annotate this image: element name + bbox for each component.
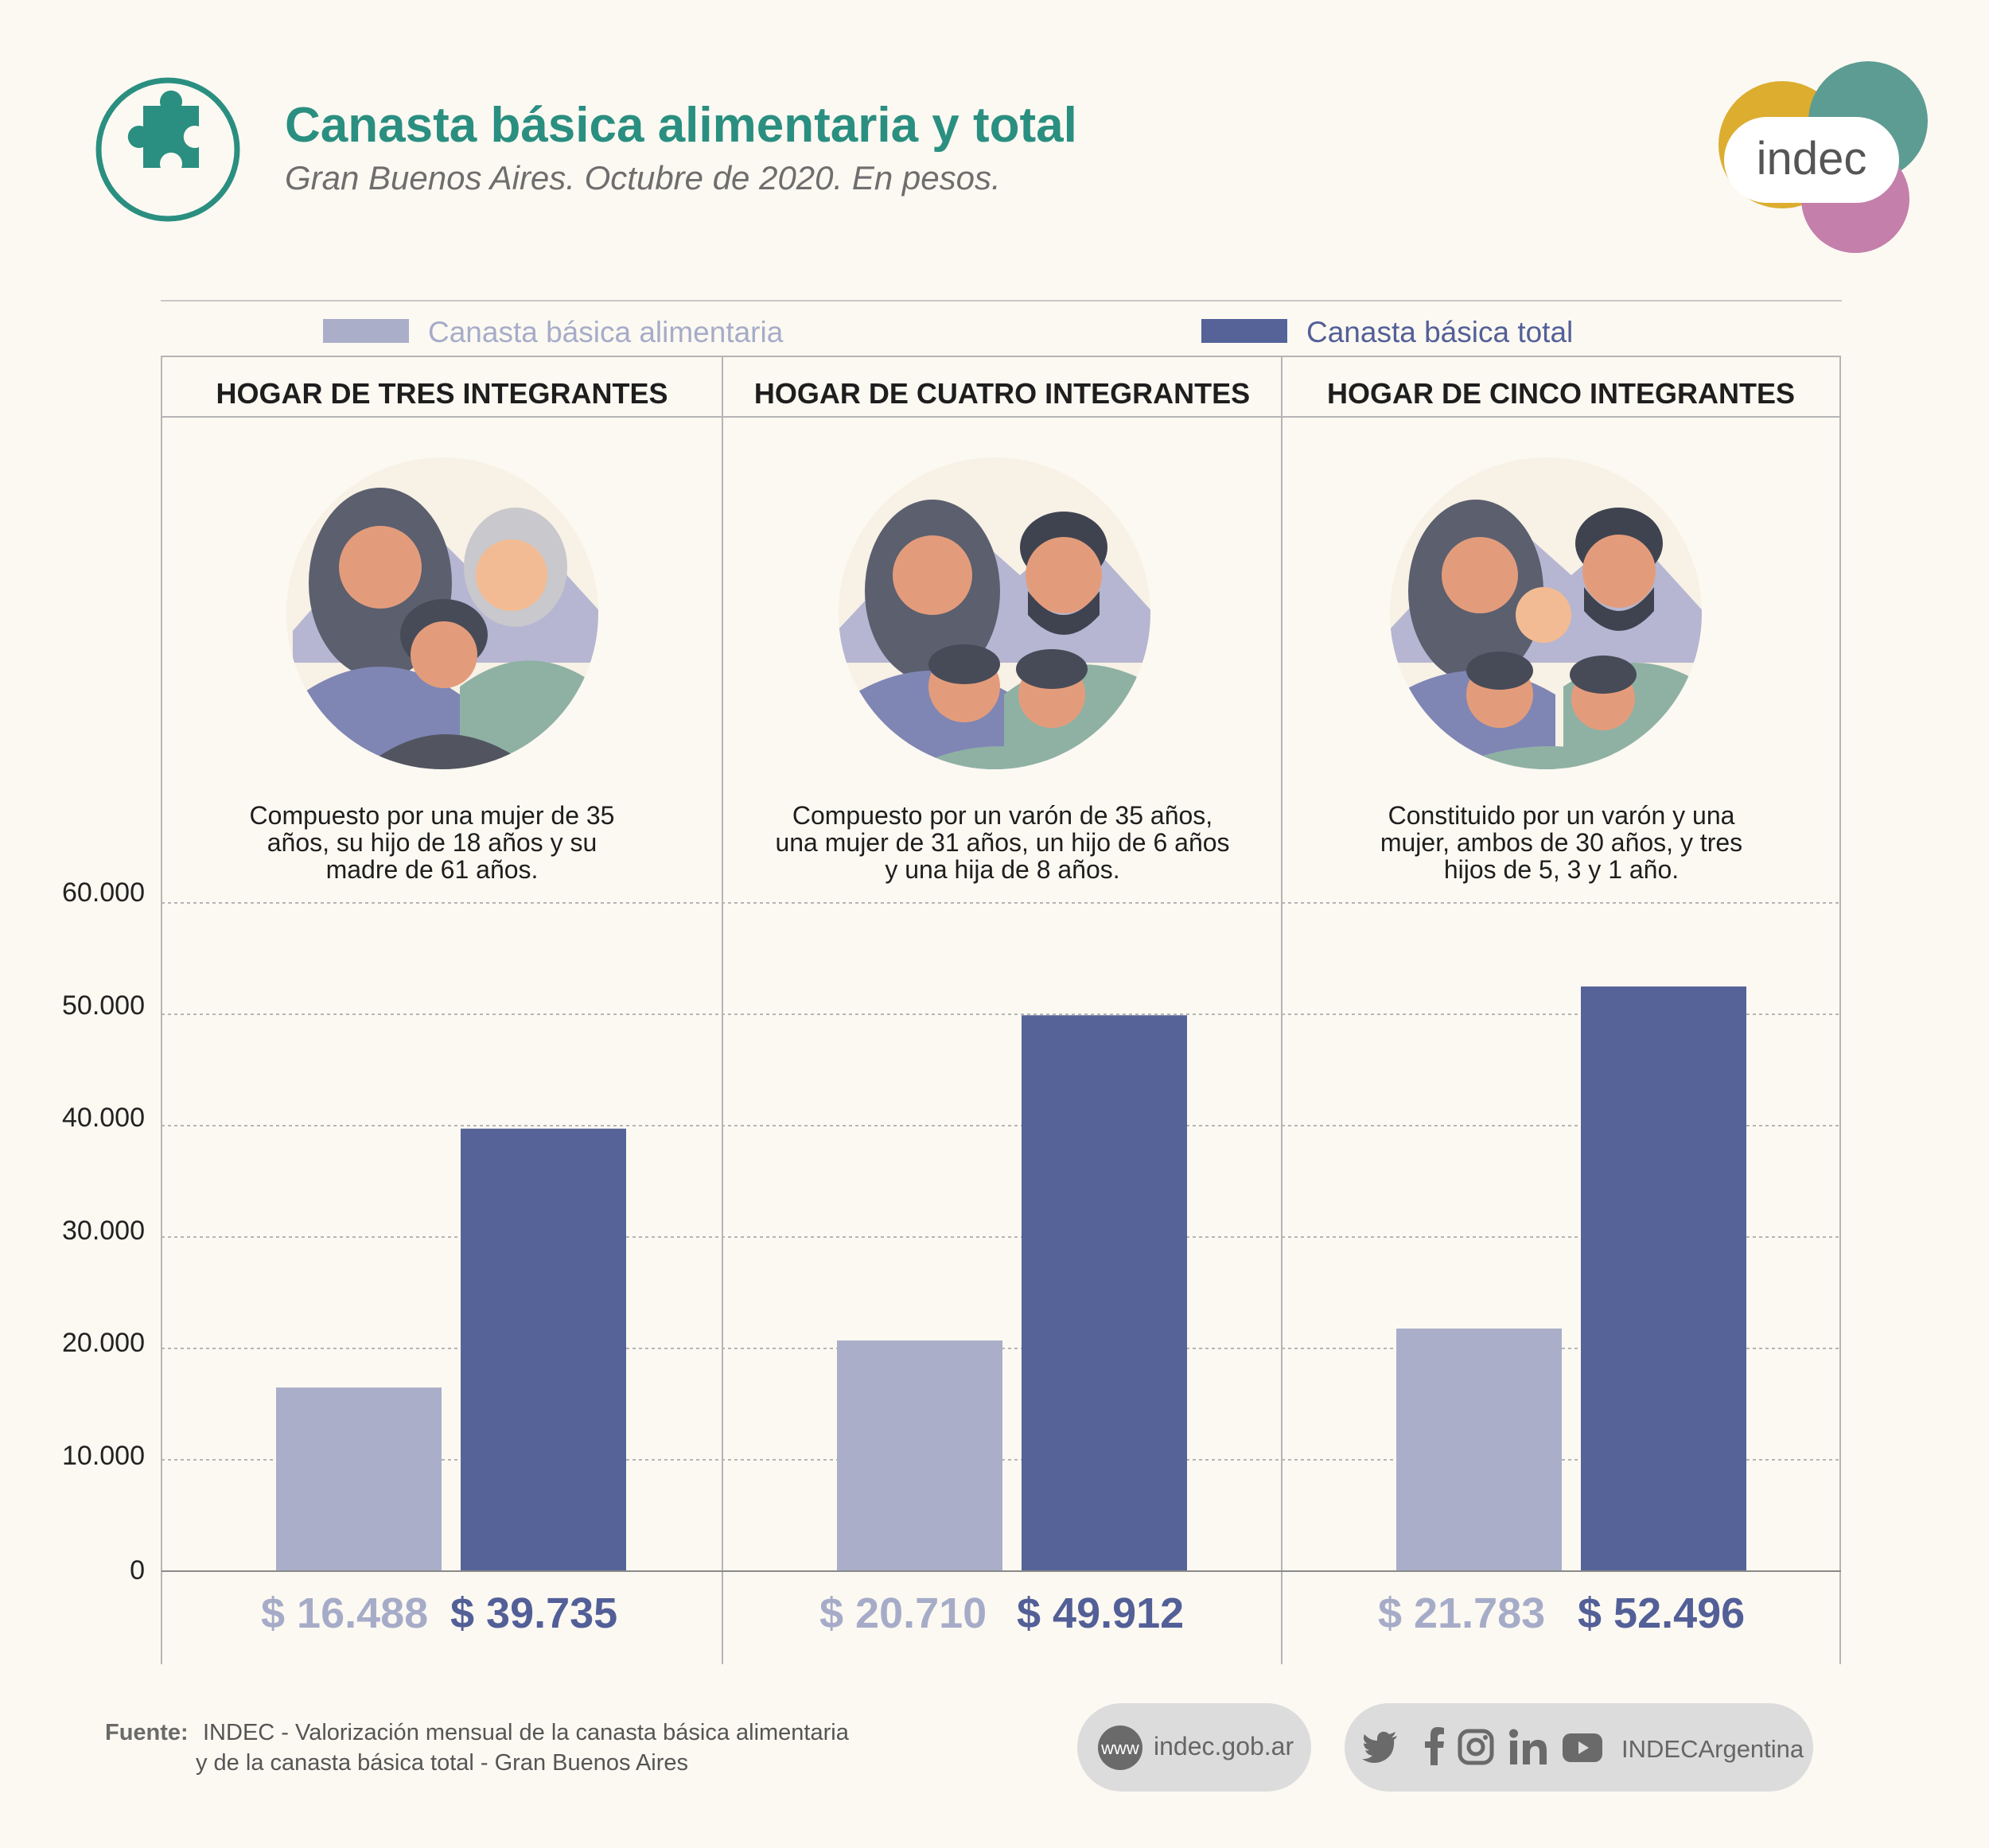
social-links: INDECArgentina bbox=[1345, 1703, 1813, 1792]
family-five-illustration bbox=[1390, 457, 1702, 769]
legend-swatch-total bbox=[1201, 319, 1287, 343]
y-tick-label: 20.000 bbox=[62, 1328, 145, 1358]
facebook-icon[interactable] bbox=[1424, 1727, 1445, 1765]
bar-food-3 bbox=[1396, 1329, 1562, 1571]
source-label: Fuente: bbox=[105, 1720, 189, 1745]
y-tick-label: 50.000 bbox=[62, 990, 145, 1021]
family-three-illustration bbox=[286, 457, 598, 769]
y-tick-label: 40.000 bbox=[62, 1103, 145, 1133]
value-label-food-three: $ 16.488 bbox=[261, 1589, 429, 1637]
indec-logo-text: indec bbox=[1757, 133, 1867, 185]
bar-total-1 bbox=[461, 1128, 626, 1571]
y-tick-label: 0 bbox=[130, 1555, 145, 1585]
panel-description-four: Compuesto por un varón de 35 años, una m… bbox=[775, 801, 1230, 884]
youtube-icon[interactable] bbox=[1563, 1733, 1602, 1762]
social-handle: INDECArgentina bbox=[1621, 1735, 1804, 1763]
source-text-line2: y de la canasta básica total - Gran Buen… bbox=[196, 1750, 689, 1776]
bar-total-2 bbox=[1022, 1015, 1187, 1571]
legend-swatch-food bbox=[323, 319, 409, 343]
value-label-food-four: $ 20.710 bbox=[819, 1589, 987, 1637]
panel-description-three: Compuesto por una mujer de 35 años, su h… bbox=[249, 801, 615, 884]
page-subtitle: Gran Buenos Aires. Octubre de 2020. En p… bbox=[285, 159, 1001, 196]
instagram-icon[interactable] bbox=[1458, 1729, 1494, 1765]
bar-food-1 bbox=[276, 1387, 442, 1571]
linkedin-icon[interactable] bbox=[1508, 1729, 1548, 1765]
panel-title-four: HOGAR DE CUATRO INTEGRANTES bbox=[753, 377, 1251, 410]
y-tick-label: 30.000 bbox=[62, 1216, 145, 1246]
legend-label-total: Canasta básica total bbox=[1306, 316, 1574, 348]
panel-title-five: HOGAR DE CINCO INTEGRANTES bbox=[1326, 377, 1796, 410]
value-label-total-three: $ 39.735 bbox=[450, 1589, 618, 1637]
legend-label-food: Canasta básica alimentaria bbox=[428, 316, 784, 348]
panel-title-three: HOGAR DE TRES INTEGRANTES bbox=[216, 377, 668, 410]
family-four-illustration bbox=[839, 457, 1150, 769]
y-tick-label: 10.000 bbox=[62, 1441, 145, 1471]
svg-text:www: www bbox=[1100, 1738, 1139, 1758]
twitter-icon[interactable] bbox=[1362, 1731, 1399, 1763]
website-text: indec.gob.ar bbox=[1154, 1732, 1294, 1760]
y-tick-label: 60.000 bbox=[62, 877, 145, 908]
bar-total-3 bbox=[1581, 986, 1746, 1571]
value-label-total-five: $ 52.496 bbox=[1578, 1589, 1746, 1637]
indec-logo: indec bbox=[1718, 61, 1928, 253]
web-icon: www bbox=[1098, 1725, 1142, 1770]
bar-food-2 bbox=[837, 1340, 1002, 1571]
value-label-total-four: $ 49.912 bbox=[1017, 1589, 1185, 1637]
puzzle-icon bbox=[95, 77, 240, 222]
panel-description-five: Constituido por un varón y una mujer, am… bbox=[1380, 801, 1743, 884]
page-title: Canasta básica alimentaria y total bbox=[285, 98, 1077, 153]
source-text-line1: INDEC - Valorización mensual de la canas… bbox=[203, 1720, 849, 1745]
header-divider bbox=[161, 300, 1842, 302]
website-link[interactable]: www indec.gob.ar bbox=[1077, 1703, 1311, 1792]
value-label-food-five: $ 21.783 bbox=[1378, 1589, 1546, 1637]
